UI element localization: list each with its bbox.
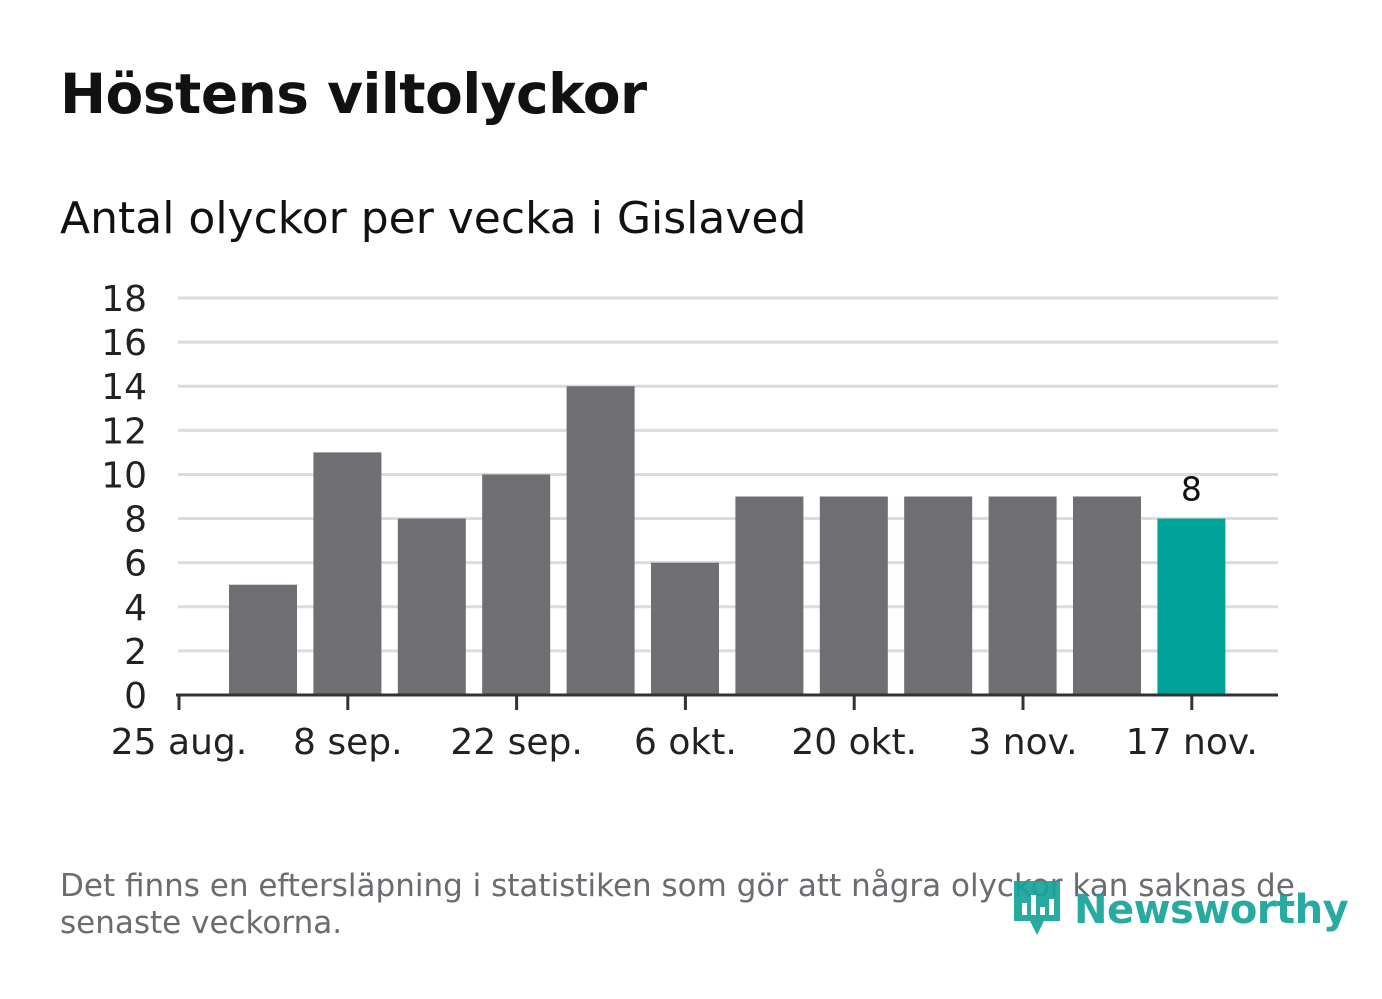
x-tick-label: 22 sep. xyxy=(450,722,582,763)
y-tick-label: 2 xyxy=(124,632,147,673)
y-tick-label: 14 xyxy=(101,367,147,408)
x-tick-label: 6 okt. xyxy=(634,722,737,763)
y-tick-label: 8 xyxy=(124,500,147,541)
y-tick-label: 6 xyxy=(124,544,147,585)
bar xyxy=(482,474,551,695)
bar xyxy=(651,562,719,695)
y-tick-label: 10 xyxy=(101,455,147,496)
y-tick-label: 4 xyxy=(124,588,147,629)
x-tick-label: 3 nov. xyxy=(968,722,1077,763)
y-tick-label: 0 xyxy=(124,676,147,717)
x-tick-label: 25 aug. xyxy=(111,722,247,763)
data-label: 8 xyxy=(1181,470,1202,509)
brand-logo: Newsworthy xyxy=(1010,877,1349,943)
bar xyxy=(988,496,1057,695)
data-labels: 8 xyxy=(1181,470,1202,509)
footnote: Det finns en eftersläpning i statistiken… xyxy=(60,868,1295,941)
x-axis-ticks: 25 aug. 8 sep. 22 sep. 6 okt. 20 okt. 3 nov. 1… xyxy=(111,695,1258,763)
bar xyxy=(566,386,635,695)
x-tick-label: 8 sep. xyxy=(293,722,403,763)
bar xyxy=(397,518,466,695)
bar xyxy=(229,584,297,695)
y-tick-label: 12 xyxy=(101,411,147,452)
bar-highlighted xyxy=(1157,518,1226,695)
chart-title: Höstens viltolyckor xyxy=(60,62,647,126)
y-tick-label: 16 xyxy=(101,323,147,364)
newsworthy-logo-icon xyxy=(1010,877,1064,943)
bars xyxy=(229,386,1226,695)
x-tick-label: 20 okt. xyxy=(791,722,917,763)
bar xyxy=(819,496,888,695)
bar xyxy=(1073,496,1141,695)
x-tick-label: 17 nov. xyxy=(1126,722,1258,763)
bar xyxy=(313,452,382,695)
y-tick-label: 18 xyxy=(101,279,147,320)
brand-name: Newsworthy xyxy=(1074,887,1349,933)
chart-subtitle: Antal olyckor per vecka i Gislaved xyxy=(60,193,807,244)
bar xyxy=(904,496,973,695)
bar xyxy=(735,496,804,695)
